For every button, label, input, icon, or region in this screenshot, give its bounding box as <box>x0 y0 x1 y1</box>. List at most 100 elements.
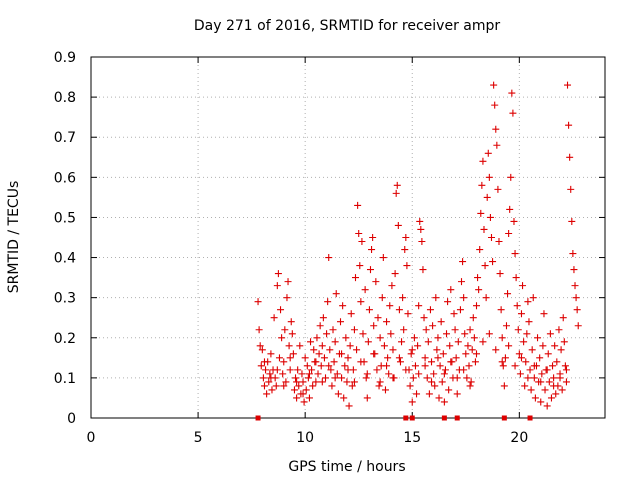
data-point <box>438 378 446 386</box>
baseline-markers <box>255 415 533 421</box>
data-point <box>553 358 561 366</box>
data-point <box>278 334 286 342</box>
baseline-marker <box>255 415 261 421</box>
data-point <box>508 89 516 97</box>
data-point <box>441 366 449 374</box>
data-point <box>315 350 323 358</box>
data-point <box>428 378 436 386</box>
data-point <box>288 330 296 338</box>
data-point <box>254 298 262 306</box>
data-point <box>357 358 365 366</box>
data-point <box>373 366 381 374</box>
data-point <box>511 250 519 258</box>
data-point <box>492 346 500 354</box>
data-point <box>368 246 376 254</box>
data-point <box>479 338 487 346</box>
data-point <box>513 302 521 310</box>
data-point <box>324 298 332 306</box>
data-point <box>505 229 513 237</box>
data-point <box>267 350 275 358</box>
data-point <box>415 302 423 310</box>
data-point <box>549 362 557 370</box>
data-point <box>483 193 491 201</box>
data-point <box>559 314 567 322</box>
data-point <box>506 205 514 213</box>
data-point <box>370 322 378 330</box>
data-point <box>275 354 283 362</box>
data-point <box>462 350 470 358</box>
data-point <box>524 374 532 382</box>
data-point <box>337 318 345 326</box>
data-point <box>479 157 487 165</box>
baseline-marker <box>527 415 533 421</box>
data-point <box>501 354 509 362</box>
data-point <box>550 374 558 382</box>
y-tick-label: 0.7 <box>54 130 76 146</box>
data-point <box>424 338 432 346</box>
data-point <box>339 302 347 310</box>
data-point <box>435 394 443 402</box>
data-point <box>566 153 574 161</box>
data-point <box>407 350 415 358</box>
data-point <box>497 306 505 314</box>
data-point <box>509 109 517 117</box>
data-point <box>267 374 275 382</box>
data-point <box>372 278 380 286</box>
data-point <box>305 394 313 402</box>
data-point <box>284 278 292 286</box>
data-point <box>433 346 441 354</box>
data-point <box>408 398 416 406</box>
y-tick-label: 0.2 <box>54 331 76 347</box>
data-point <box>461 330 469 338</box>
data-point <box>393 181 401 189</box>
data-point <box>558 386 566 394</box>
data-point <box>394 221 402 229</box>
data-point <box>526 366 534 374</box>
data-point <box>266 370 274 378</box>
data-point <box>425 390 433 398</box>
y-tick-label: 0.6 <box>54 170 76 186</box>
data-point <box>459 258 467 266</box>
data-point <box>463 374 471 382</box>
data-point <box>517 310 525 318</box>
data-point <box>363 394 371 402</box>
data-point <box>485 173 493 181</box>
data-point <box>450 310 458 318</box>
data-point <box>527 386 535 394</box>
data-point <box>485 330 493 338</box>
data-point <box>473 350 480 358</box>
data-point <box>471 358 479 366</box>
data-point <box>259 374 267 382</box>
data-point <box>299 378 307 386</box>
data-point <box>304 374 312 382</box>
data-point <box>361 286 369 294</box>
data-point <box>282 378 290 386</box>
data-point <box>555 326 563 334</box>
data-point <box>385 370 393 378</box>
data-point <box>408 346 416 354</box>
data-point <box>353 346 361 354</box>
data-point <box>350 326 358 334</box>
data-point <box>530 374 538 382</box>
data-point <box>286 354 294 362</box>
data-point <box>530 362 538 370</box>
data-point <box>399 294 407 302</box>
data-point <box>287 318 295 326</box>
data-point <box>499 362 507 370</box>
data-point <box>313 334 321 342</box>
data-point <box>402 234 410 241</box>
data-point <box>338 374 346 382</box>
data-point <box>456 306 464 314</box>
data-point <box>375 382 383 390</box>
data-point <box>537 398 545 406</box>
data-point <box>258 346 266 354</box>
data-point <box>514 326 522 334</box>
data-point <box>280 382 288 390</box>
data-point <box>383 362 391 370</box>
baseline-marker <box>441 415 447 421</box>
data-point <box>354 201 362 209</box>
data-point <box>332 290 340 298</box>
data-point <box>504 290 512 298</box>
data-point <box>386 302 394 310</box>
data-point <box>426 306 434 314</box>
